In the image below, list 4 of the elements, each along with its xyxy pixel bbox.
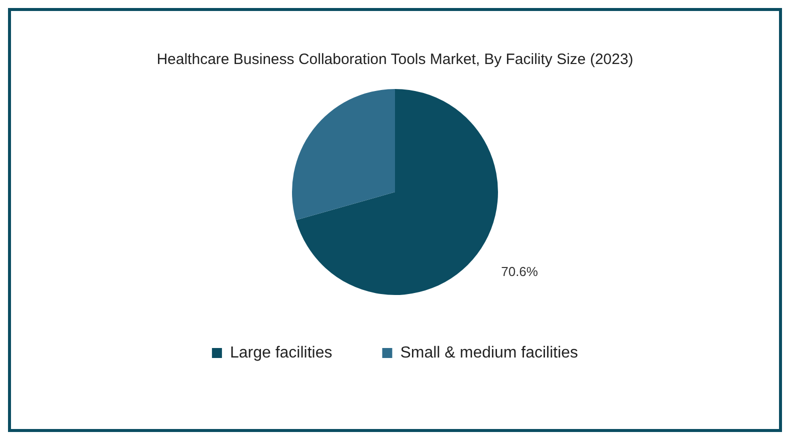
chart-title: Healthcare Business Collaboration Tools Market, By Facility Size (2023) xyxy=(156,51,634,68)
legend-label: Large facilities xyxy=(230,344,332,362)
data-label: 70.6% xyxy=(501,264,538,279)
legend-label: Small & medium facilities xyxy=(400,344,578,362)
